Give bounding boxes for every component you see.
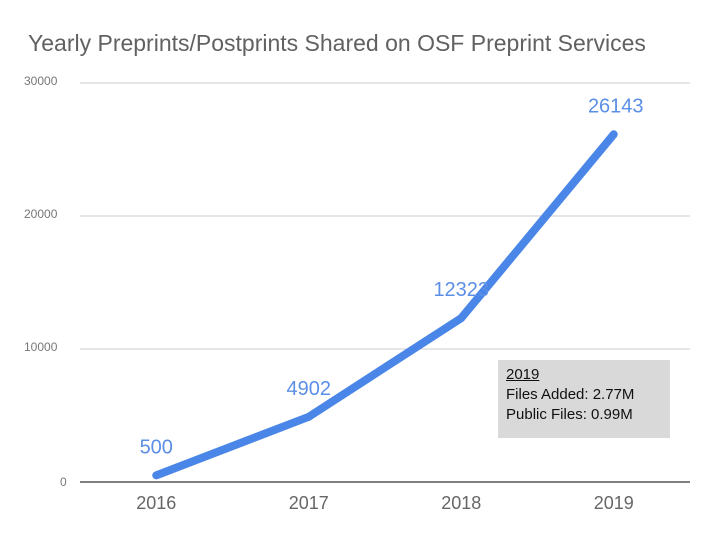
x-tick-label: 2017	[289, 493, 329, 513]
data-point	[457, 314, 466, 323]
y-tick-label: 10000	[24, 340, 58, 354]
y-axis-ticks: 0 10000 20000 30000	[24, 74, 67, 489]
series-group	[152, 130, 618, 480]
data-point	[304, 412, 313, 421]
data-label: 12323	[433, 279, 489, 301]
data-point	[609, 130, 618, 139]
data-labels: 500 4902 12323 26143	[140, 95, 644, 458]
x-tick-label: 2018	[441, 493, 481, 513]
x-tick-label: 2016	[136, 493, 176, 513]
y-tick-label: 20000	[24, 207, 58, 221]
annotation-files-added: Files Added: 2.77M	[506, 386, 635, 403]
gridlines	[80, 82, 690, 483]
annotation-box: 2019 Files Added: 2.77M Public Files: 0.…	[498, 360, 670, 438]
x-tick-label: 2019	[594, 493, 634, 513]
annotation-heading: 2019	[506, 366, 540, 383]
data-label: 500	[140, 436, 173, 458]
chart-title: Yearly Preprints/Postprints Shared on OS…	[28, 30, 646, 56]
y-tick-label: 30000	[24, 74, 58, 88]
data-label: 26143	[588, 95, 644, 117]
x-axis-ticks: 2016 2017 2018 2019	[136, 493, 634, 513]
y-tick-label: 0	[60, 475, 67, 489]
series-line	[154, 131, 617, 480]
annotation-public-files: Public Files: 0.99M	[506, 406, 633, 423]
data-point	[152, 471, 161, 480]
data-label: 4902	[287, 378, 332, 400]
